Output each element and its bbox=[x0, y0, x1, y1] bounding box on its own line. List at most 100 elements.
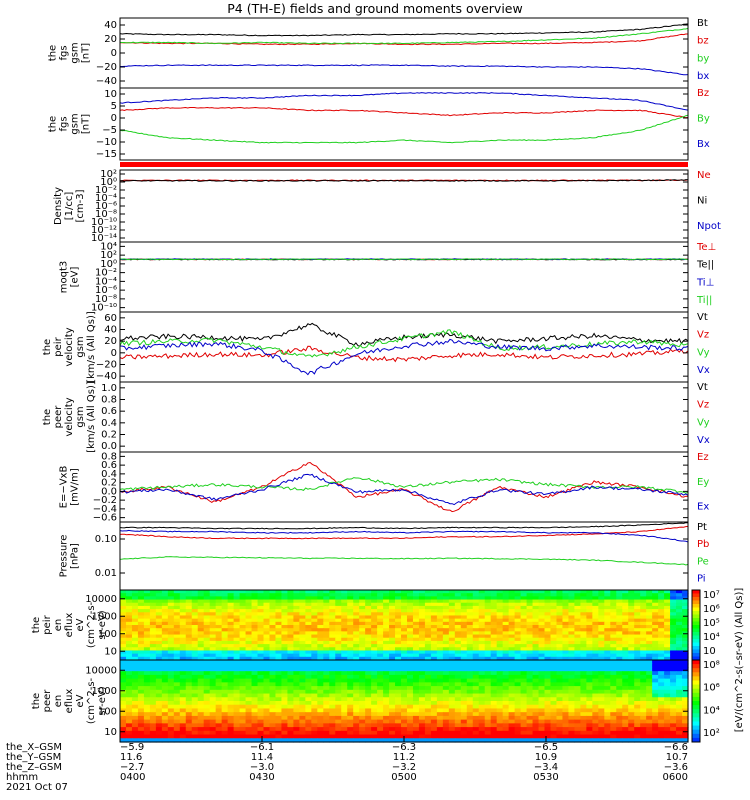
legend-vt: Vt bbox=[697, 382, 708, 393]
y-axis-label: peer bbox=[53, 405, 64, 429]
legend-pb: Pb bbox=[697, 539, 709, 550]
y-axis-label: peir bbox=[42, 614, 53, 634]
y-axis-label: peer bbox=[42, 689, 53, 713]
panel-1 bbox=[120, 18, 688, 88]
y-tick-label: 0.4 bbox=[101, 418, 117, 429]
series-pe-line bbox=[120, 557, 688, 565]
y-axis-label: moqt3 bbox=[59, 261, 70, 294]
panel-frame bbox=[120, 18, 688, 88]
legend-vz: Vz bbox=[697, 330, 709, 341]
separator-bar bbox=[120, 162, 688, 167]
y-axis-label: [nPa] bbox=[70, 543, 81, 569]
y-tick-label: 20 bbox=[104, 336, 117, 347]
y-axis-label: peir bbox=[53, 336, 64, 356]
panel-4 bbox=[120, 242, 688, 312]
y-axis-label: [km/s (All Qs)] bbox=[86, 381, 97, 453]
x-axis-label: 2021 Oct 07 bbox=[6, 782, 68, 793]
legend-bx: Bx bbox=[697, 139, 710, 150]
y-tick-label: −40 bbox=[96, 371, 117, 382]
y-axis-label: [cm-3] bbox=[75, 189, 86, 222]
y-axis-label: sr-eV) bbox=[97, 686, 108, 715]
legend-pt: Pt bbox=[697, 522, 707, 533]
legend-bz: Bz bbox=[697, 88, 709, 99]
y-axis-label: en bbox=[53, 619, 64, 632]
panel-frame bbox=[120, 242, 688, 312]
legend-bz: bz bbox=[697, 36, 709, 47]
panel-2 bbox=[120, 88, 688, 160]
legend-vy: Vy bbox=[697, 347, 710, 358]
y-tick-label: 10 bbox=[104, 646, 117, 657]
legend-npot: Npot bbox=[697, 221, 721, 232]
legend-vx: Vx bbox=[697, 435, 710, 446]
series-pt-line bbox=[120, 523, 688, 529]
y-tick-label: 10000 bbox=[85, 665, 117, 676]
y-tick-label: 0.10 bbox=[95, 534, 117, 545]
colorbar-tick: 10⁴ bbox=[703, 632, 720, 643]
y-axis-label: E=−VxB bbox=[59, 466, 70, 509]
legend-ne: Ne bbox=[697, 170, 711, 181]
y-tick-label: 0 bbox=[111, 113, 117, 124]
panel-5 bbox=[120, 312, 688, 382]
y-axis-label: (cm^2-s- bbox=[86, 601, 97, 648]
panel-10 bbox=[120, 660, 700, 743]
x-tick-label: 0600 bbox=[663, 772, 688, 783]
legend-vz: Vz bbox=[697, 400, 709, 411]
y-tick-label: −10 bbox=[96, 137, 117, 148]
series-bz-line bbox=[120, 108, 688, 118]
colorbar-tick: 10⁵ bbox=[703, 618, 720, 629]
panel-6 bbox=[120, 382, 688, 452]
y-axis-label: gsm bbox=[70, 42, 81, 63]
y-axis-label: the bbox=[42, 339, 53, 355]
legend-ti: Ti⊥ bbox=[696, 277, 714, 288]
legend-vt: Vt bbox=[697, 312, 708, 323]
x-tick-label: 0400 bbox=[120, 772, 145, 783]
y-tick-label: 0.6 bbox=[101, 406, 117, 417]
legend-vx: Vx bbox=[697, 365, 710, 376]
panel-frame bbox=[120, 382, 688, 452]
y-tick-label: 0 bbox=[111, 48, 117, 59]
colorbar-tick: 10⁴ bbox=[703, 705, 720, 716]
legend-te: Te|| bbox=[696, 260, 714, 271]
legend-by: by bbox=[697, 53, 709, 64]
y-axis-label: [nT] bbox=[81, 114, 92, 134]
y-axis-label: velocity bbox=[64, 397, 75, 436]
y-axis-label: the bbox=[31, 693, 42, 709]
y-tick-label: 10 bbox=[104, 727, 117, 738]
y-tick-label: 0.01 bbox=[95, 568, 117, 579]
series-vx-line bbox=[120, 339, 688, 374]
y-tick-label: −20 bbox=[96, 62, 117, 73]
y-tick-label: −15 bbox=[96, 149, 117, 160]
y-tick-label: −0.6 bbox=[93, 513, 117, 524]
x-tick-label: 0530 bbox=[533, 772, 558, 783]
y-axis-label: the bbox=[31, 617, 42, 633]
x-tick-label: 0500 bbox=[391, 772, 416, 783]
y-tick-label: 40 bbox=[104, 325, 117, 336]
y-axis-label: en bbox=[53, 695, 64, 708]
y-axis-label: [eV] bbox=[70, 267, 81, 288]
colorbar-tick: 10⁷ bbox=[703, 590, 720, 601]
y-tick-label: 20 bbox=[104, 34, 117, 45]
series-vz-line bbox=[120, 346, 688, 361]
legend-pe: Pe bbox=[697, 556, 709, 567]
colorbar-tick: 10⁶ bbox=[703, 683, 720, 694]
colorbar-tick: 10⁳ bbox=[703, 646, 716, 657]
legend-ey: Ey bbox=[697, 477, 709, 488]
panel-9 bbox=[120, 590, 700, 661]
legend-bx: bx bbox=[697, 71, 709, 82]
y-axis-label: the bbox=[48, 45, 59, 61]
y-axis-label: [1/cc] bbox=[64, 192, 75, 221]
legend-ni: Ni bbox=[697, 196, 707, 207]
y-axis-label: (cm^2-s- bbox=[86, 677, 97, 724]
x-tick-label: 0430 bbox=[249, 772, 274, 783]
y-tick-label: 5 bbox=[111, 101, 117, 112]
y-axis-label: gsm bbox=[75, 336, 86, 357]
colorbar-tick: 10⁶ bbox=[703, 604, 720, 615]
y-tick-label: −5 bbox=[102, 125, 117, 136]
y-axis-label: eV bbox=[75, 694, 86, 707]
panel-8 bbox=[120, 522, 688, 590]
y-tick-label: 0 bbox=[111, 348, 117, 359]
y-tick-label: 10 bbox=[104, 89, 117, 100]
y-axis-label: eflux bbox=[64, 689, 75, 714]
y-axis-label: fgs bbox=[59, 116, 70, 131]
